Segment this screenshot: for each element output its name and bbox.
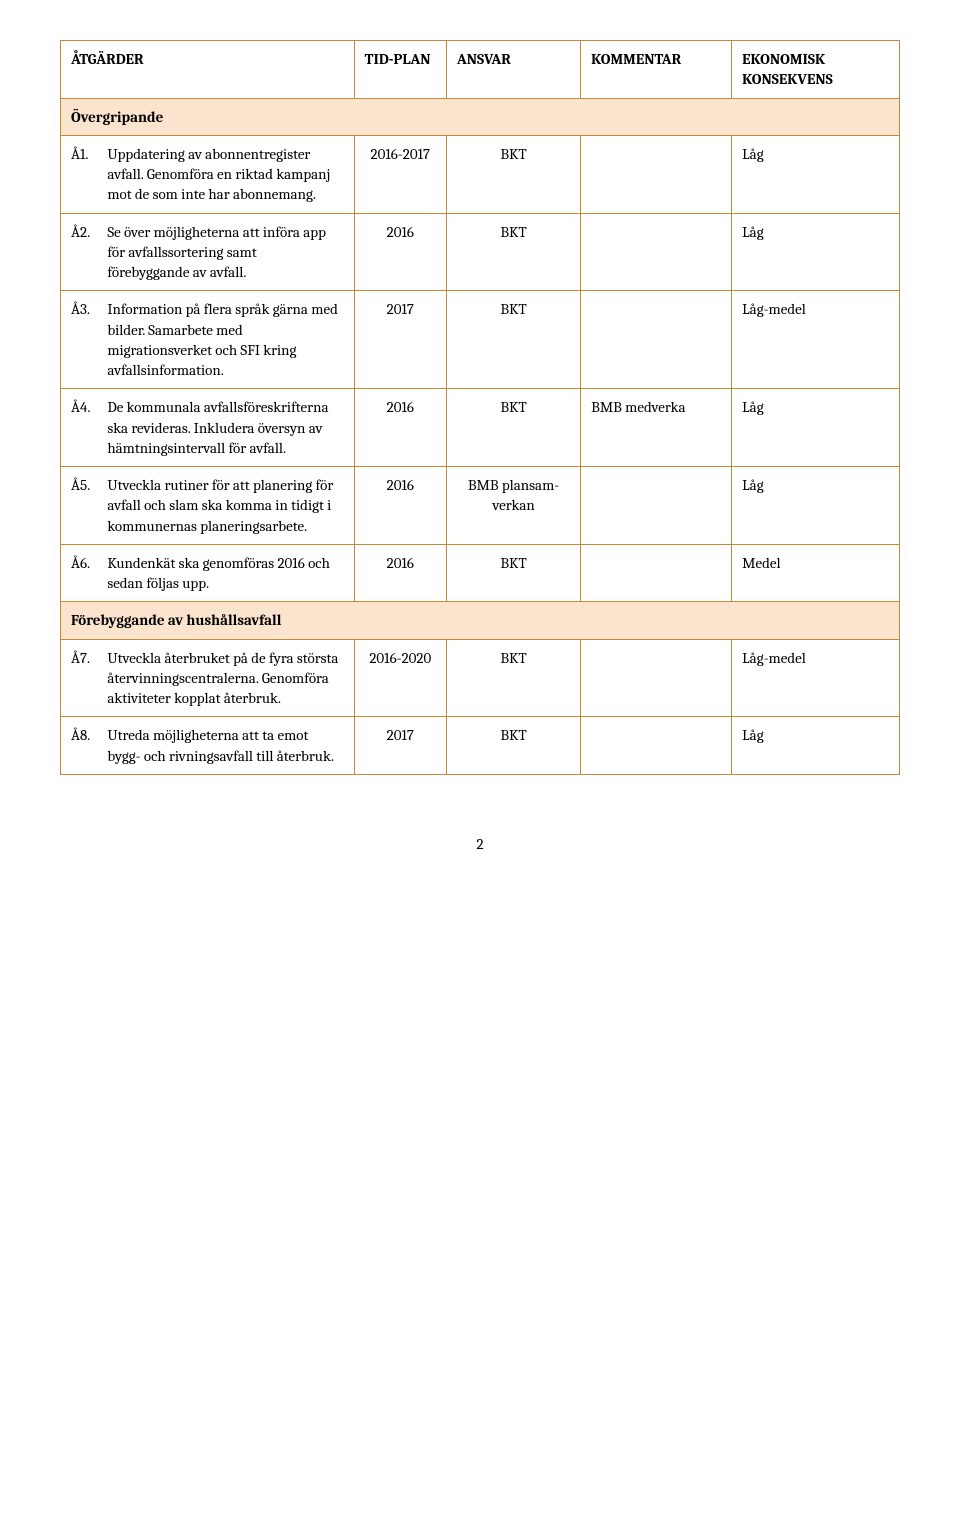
item-number: Å7. [71, 648, 104, 668]
action-cell: Å7. Utveckla återbruket på de fyra störs… [61, 639, 355, 717]
action-cell: Å5. Utveckla rutiner för att planering f… [61, 467, 355, 545]
item-number: Å4. [71, 397, 104, 417]
item-text: De kommunala avfallsföreskrifterna ska r… [107, 397, 341, 458]
ekonomisk-cell: Medel [732, 544, 900, 602]
table-row: Å7. Utveckla återbruket på de fyra störs… [61, 639, 900, 717]
ekonomisk-cell: Låg-medel [732, 639, 900, 717]
action-cell: Å6. Kundenkät ska genomföras 2016 och se… [61, 544, 355, 602]
ekonomisk-cell: Låg [732, 717, 900, 775]
item-text: Utveckla rutiner för att planering för a… [107, 475, 341, 536]
section-forebyggande: Förebyggande av hushållsavfall [61, 602, 900, 639]
ansvar-cell: BKT [446, 717, 580, 775]
ansvar-cell: BKT [446, 544, 580, 602]
kommentar-cell [581, 467, 732, 545]
section-label: Övergripande [61, 98, 900, 135]
header-ekonomisk: EKONOMISK KONSEKVENS [732, 41, 900, 99]
ansvar-cell: BKT [446, 291, 580, 389]
kommentar-cell [581, 717, 732, 775]
item-number: Å2. [71, 222, 104, 242]
tid-cell: 2016-2017 [354, 135, 446, 213]
table-row: Å3. Information på flera språk gärna med… [61, 291, 900, 389]
table-row: Å6. Kundenkät ska genomföras 2016 och se… [61, 544, 900, 602]
tid-cell: 2016-2020 [354, 639, 446, 717]
kommentar-cell [581, 135, 732, 213]
ekonomisk-cell: Låg [732, 135, 900, 213]
header-ansvar: ANSVAR [446, 41, 580, 99]
tid-cell: 2016 [354, 544, 446, 602]
item-number: Å5. [71, 475, 104, 495]
table-row: Å2. Se över möjligheterna att införa app… [61, 213, 900, 291]
table-row: Å4. De kommunala avfallsföreskrifterna s… [61, 389, 900, 467]
table-row: Å8. Utreda möjligheterna att ta emot byg… [61, 717, 900, 775]
kommentar-cell [581, 213, 732, 291]
ansvar-cell: BKT [446, 639, 580, 717]
table-row: Å1. Uppdatering av abonnentregister avfa… [61, 135, 900, 213]
item-number: Å3. [71, 299, 104, 319]
item-text: Uppdatering av abonnentregister avfall. … [107, 144, 341, 205]
actions-table: ÅTGÄRDER TID-PLAN ANSVAR KOMMENTAR EKONO… [60, 40, 900, 775]
item-text: Information på flera språk gärna med bil… [107, 299, 341, 380]
item-number: Å1. [71, 144, 104, 164]
page-number: 2 [60, 835, 900, 853]
item-text: Kundenkät ska genomföras 2016 och sedan … [107, 553, 341, 594]
section-label: Förebyggande av hushållsavfall [61, 602, 900, 639]
kommentar-cell [581, 639, 732, 717]
action-cell: Å4. De kommunala avfallsföreskrifterna s… [61, 389, 355, 467]
kommentar-cell: BMB medverka [581, 389, 732, 467]
tid-cell: 2016 [354, 389, 446, 467]
item-number: Å8. [71, 725, 104, 745]
ekonomisk-cell: Låg [732, 389, 900, 467]
ekonomisk-cell: Låg-medel [732, 291, 900, 389]
kommentar-cell [581, 291, 732, 389]
ansvar-cell: BKT [446, 213, 580, 291]
tid-cell: 2017 [354, 291, 446, 389]
ansvar-cell: BMB plansam-verkan [446, 467, 580, 545]
action-cell: Å3. Information på flera språk gärna med… [61, 291, 355, 389]
header-kommentar: KOMMENTAR [581, 41, 732, 99]
kommentar-cell [581, 544, 732, 602]
item-text: Se över möjligheterna att införa app för… [107, 222, 341, 283]
ekonomisk-cell: Låg [732, 467, 900, 545]
tid-cell: 2016 [354, 213, 446, 291]
ansvar-cell: BKT [446, 389, 580, 467]
table-row: Å5. Utveckla rutiner för att planering f… [61, 467, 900, 545]
action-cell: Å2. Se över möjligheterna att införa app… [61, 213, 355, 291]
section-overgripande: Övergripande [61, 98, 900, 135]
action-cell: Å1. Uppdatering av abonnentregister avfa… [61, 135, 355, 213]
ekonomisk-cell: Låg [732, 213, 900, 291]
tid-cell: 2016 [354, 467, 446, 545]
header-action: ÅTGÄRDER [61, 41, 355, 99]
item-number: Å6. [71, 553, 104, 573]
header-tidplan: TID-PLAN [354, 41, 446, 99]
table-header-row: ÅTGÄRDER TID-PLAN ANSVAR KOMMENTAR EKONO… [61, 41, 900, 99]
action-cell: Å8. Utreda möjligheterna att ta emot byg… [61, 717, 355, 775]
item-text: Utreda möjligheterna att ta emot bygg- o… [107, 725, 341, 766]
tid-cell: 2017 [354, 717, 446, 775]
item-text: Utveckla återbruket på de fyra största å… [107, 648, 341, 709]
ansvar-cell: BKT [446, 135, 580, 213]
